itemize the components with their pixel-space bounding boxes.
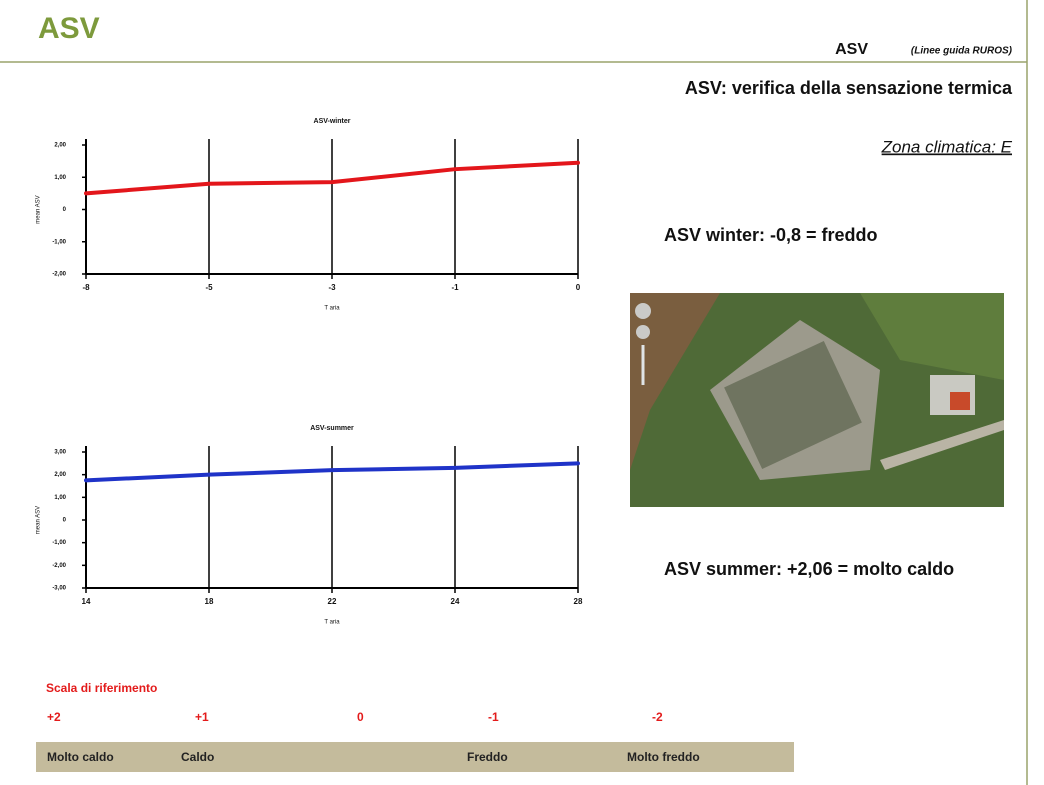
y-tick-label: -2,00 xyxy=(52,563,66,569)
x-tick-label: 18 xyxy=(205,597,214,606)
x-axis-title: T aria xyxy=(324,306,340,312)
chart-title: ASV-winter xyxy=(314,118,351,125)
x-tick-label: -8 xyxy=(82,283,90,292)
aerial-photo xyxy=(630,293,1004,507)
scale-label: Molto freddo xyxy=(627,750,700,764)
scale-value: +2 xyxy=(47,710,61,724)
scale-title: Scala di riferimento xyxy=(46,681,157,695)
slide-title: ASV xyxy=(38,12,100,45)
x-tick-label: -3 xyxy=(328,283,336,292)
scale-label: Molto caldo xyxy=(47,750,114,764)
scale-label: Caldo xyxy=(181,750,214,764)
scale-label: Freddo xyxy=(467,750,508,764)
y-tick-label: 3,00 xyxy=(54,450,66,456)
x-tick-label: 14 xyxy=(82,597,91,606)
y-tick-label: -3,00 xyxy=(52,586,66,592)
y-tick-label: -1,00 xyxy=(52,239,66,245)
x-tick-label: 22 xyxy=(328,597,337,606)
y-tick-label: 1,00 xyxy=(54,495,66,501)
chart-title: ASV-summer xyxy=(310,425,354,432)
slide: ASV ASV (Linee guida RUROS) ASV: verific… xyxy=(0,0,1044,785)
corner-title: ASV xyxy=(835,41,868,58)
scale-value: 0 xyxy=(357,710,364,724)
x-tick-label: 24 xyxy=(451,597,460,606)
y-axis-title: mean ASV xyxy=(36,195,42,223)
y-axis-title: mean ASV xyxy=(36,506,42,534)
y-tick-label: -1,00 xyxy=(52,540,66,546)
winter-result: ASV winter: -0,8 = freddo xyxy=(664,225,878,245)
x-tick-label: -1 xyxy=(451,283,459,292)
corner-note: (Linee guida RUROS) xyxy=(911,46,1013,57)
x-axis-title: T aria xyxy=(324,620,340,626)
heading: ASV: verifica della sensazione termica xyxy=(685,78,1013,98)
y-tick-label: 1,00 xyxy=(54,175,66,181)
y-tick-label: 2,00 xyxy=(54,143,66,149)
zone: Zona climatica: E xyxy=(881,137,1013,156)
x-tick-label: 0 xyxy=(576,283,581,292)
x-tick-label: 28 xyxy=(574,597,583,606)
summer-result: ASV summer: +2,06 = molto caldo xyxy=(664,559,954,579)
scale-value: +1 xyxy=(195,710,209,724)
x-tick-label: -5 xyxy=(205,283,213,292)
scale-value: -1 xyxy=(488,710,499,724)
y-tick-label: -2,00 xyxy=(52,272,66,278)
scale-value: -2 xyxy=(652,710,663,724)
y-tick-label: 2,00 xyxy=(54,472,66,478)
